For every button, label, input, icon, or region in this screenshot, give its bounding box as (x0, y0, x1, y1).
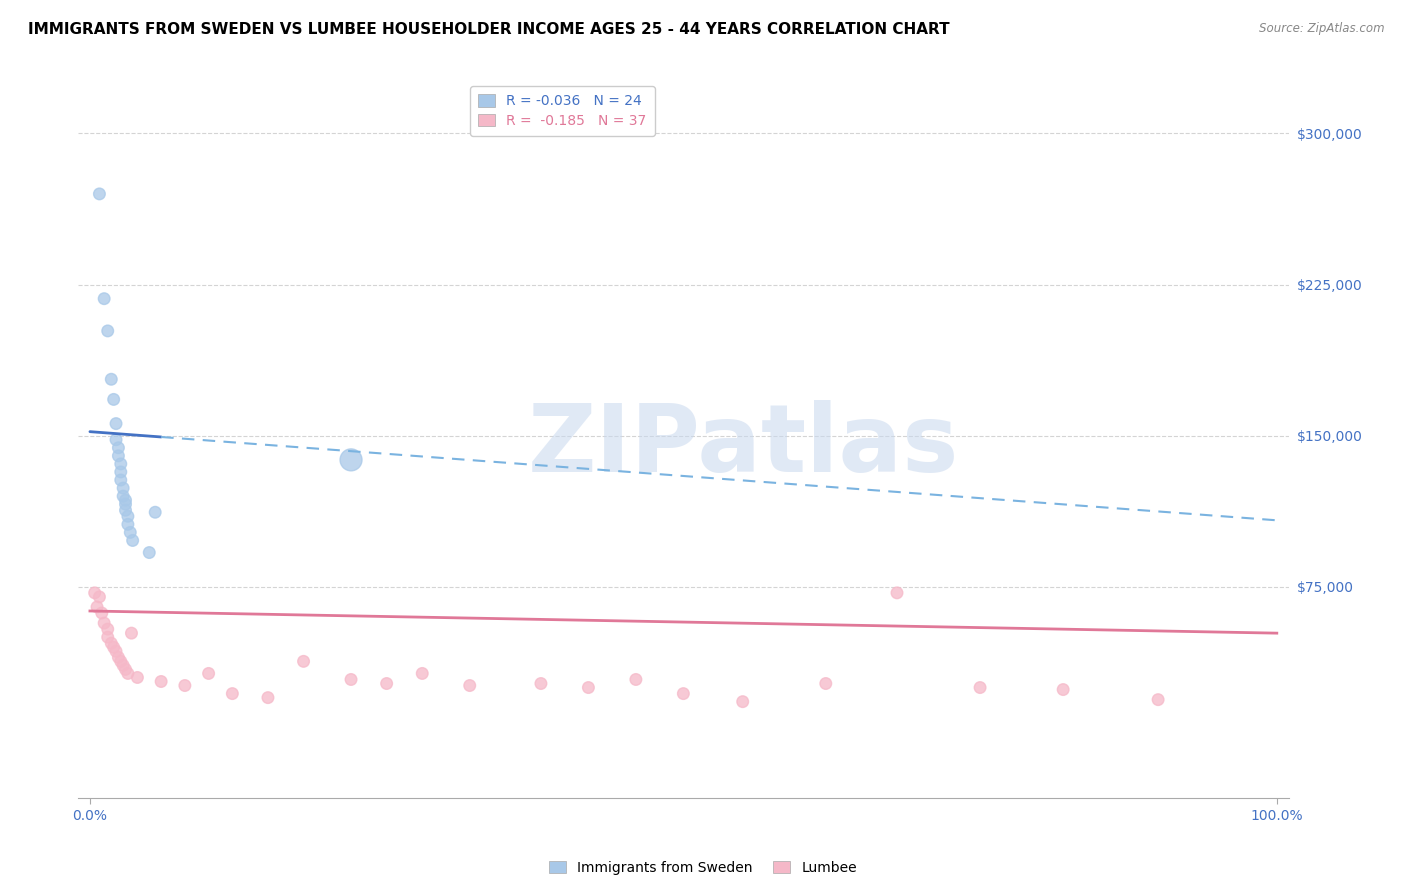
Point (173, 679, 195, 693)
Point (138, 545, 160, 559)
Point (114, 493, 136, 508)
Point (143, 505, 166, 519)
Point (458, 679, 481, 693)
Point (89, 186, 111, 201)
Point (93, 616, 115, 631)
Point (624, 673, 647, 687)
Point (121, 626, 143, 640)
Point (105, 433, 128, 447)
Point (1147, 692, 1170, 706)
Point (672, 687, 695, 701)
Point (114, 503, 136, 517)
Point (103, 640, 125, 655)
Point (107, 650, 129, 665)
Point (110, 654, 132, 668)
Point (731, 695, 754, 709)
Point (110, 457, 132, 471)
Point (120, 525, 142, 540)
Legend: R = -0.036   N = 24, R =  -0.185   N = 37: R = -0.036 N = 24, R = -0.185 N = 37 (470, 86, 655, 136)
Point (197, 666, 219, 681)
Point (969, 681, 991, 695)
Point (114, 662, 136, 676)
Point (117, 509, 139, 524)
Text: IMMIGRANTS FROM SWEDEN VS LUMBEE HOUSEHOLDER INCOME AGES 25 - 44 YEARS CORRELATI: IMMIGRANTS FROM SWEDEN VS LUMBEE HOUSEHO… (28, 22, 949, 37)
Point (127, 671, 149, 685)
Legend: Immigrants from Sweden, Lumbee: Immigrants from Sweden, Lumbee (544, 855, 862, 880)
Point (105, 644, 128, 658)
Point (100, 636, 122, 650)
Point (150, 674, 173, 689)
Point (411, 666, 433, 681)
Text: ZIPatlas: ZIPatlas (529, 400, 959, 491)
Point (814, 676, 837, 690)
Point (83, 586, 105, 600)
Point (257, 690, 280, 705)
Point (110, 473, 132, 487)
Point (100, 372, 122, 386)
Point (97, 324, 120, 338)
Point (107, 449, 129, 463)
Point (292, 654, 315, 668)
Point (117, 517, 139, 532)
Point (121, 533, 143, 548)
Point (1052, 682, 1074, 697)
Point (886, 586, 908, 600)
Point (97, 622, 120, 636)
Point (112, 481, 135, 495)
Point (90, 606, 112, 620)
Point (103, 392, 125, 407)
Point (375, 676, 398, 690)
Point (117, 666, 139, 681)
Point (97, 630, 120, 644)
Point (114, 497, 136, 511)
Point (112, 658, 135, 673)
Point (578, 681, 600, 695)
Text: Source: ZipAtlas.com: Source: ZipAtlas.com (1260, 22, 1385, 36)
Point (107, 441, 129, 455)
Point (105, 417, 128, 431)
Point (530, 676, 553, 690)
Point (86, 599, 108, 614)
Point (110, 465, 132, 479)
Point (112, 489, 135, 503)
Point (221, 687, 243, 701)
Point (340, 673, 363, 687)
Point (340, 453, 363, 467)
Point (89, 590, 111, 604)
Point (93, 292, 115, 306)
